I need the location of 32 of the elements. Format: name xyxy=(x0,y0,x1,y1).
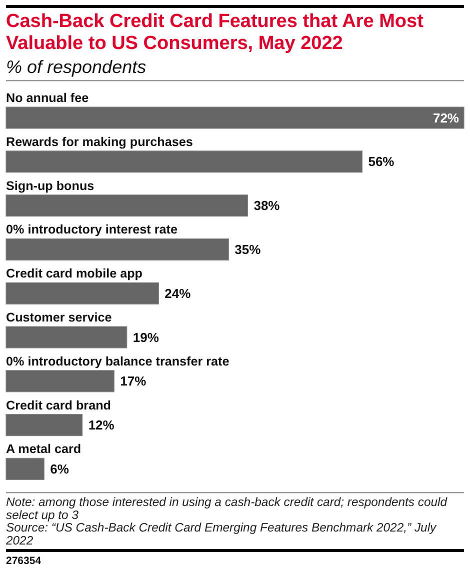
y-tick-label: Credit card mobile app xyxy=(6,266,143,281)
bar xyxy=(6,106,464,129)
bar xyxy=(6,414,83,436)
chart-title: Cash-Back Credit Card Features that Are Most Valuable to US Consumers, May 2022 xyxy=(6,11,424,54)
bar xyxy=(6,458,44,480)
y-tick-label: 0% introductory balance transfer rate xyxy=(6,354,230,368)
data-label: 17% xyxy=(120,374,147,389)
bar xyxy=(6,370,114,392)
text: 276354 xyxy=(6,555,42,567)
y-tick-label: Customer service xyxy=(6,310,112,324)
source-note: Source: “US Cash-Back Credit Card Emerging Features Benchmark 2022,” July 2022 xyxy=(5,520,438,548)
y-tick-label: Credit card brand xyxy=(6,398,111,412)
y-tick-label: Rewards for making purchases xyxy=(6,134,193,149)
bar xyxy=(6,150,363,173)
bar xyxy=(6,194,248,217)
data-label: 35% xyxy=(234,242,262,257)
data-label: 12% xyxy=(88,418,115,433)
chart-subtitle: % of respondents xyxy=(6,57,146,77)
bar xyxy=(6,282,159,304)
text: Note: among those interested in using a cash-back credit card; respondents could select up to 3 xyxy=(6,495,448,522)
y-tick-label: A metal card xyxy=(6,442,82,456)
data-label: 38% xyxy=(254,198,280,214)
y-tick-label: Sign-up bonus xyxy=(6,178,94,193)
data-label: 19% xyxy=(132,330,160,345)
bar xyxy=(6,238,229,260)
y-tick-label: No annual fee xyxy=(6,91,89,105)
data-label: 24% xyxy=(164,286,192,301)
data-label: 72% xyxy=(432,110,460,126)
data-label: 6% xyxy=(50,461,70,476)
y-tick-label: 0% introductory interest rate xyxy=(6,222,178,237)
data-label: 56% xyxy=(368,154,395,170)
bar xyxy=(6,326,128,348)
